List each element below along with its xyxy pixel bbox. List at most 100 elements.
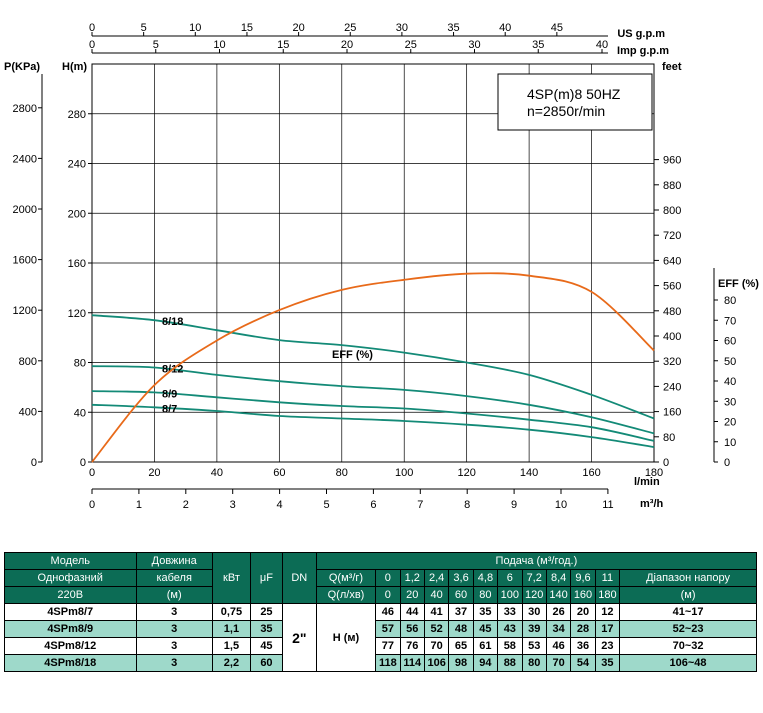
series-label-8-9: 8/9 xyxy=(162,388,177,400)
head-axis-label: H(m) xyxy=(62,61,87,73)
row-range: 70~32 xyxy=(619,637,757,655)
pressure-tick-label: 1600 xyxy=(13,255,37,267)
header-kw: кВт xyxy=(211,552,252,604)
head-m-tick-label: 240 xyxy=(68,159,86,171)
head-m-tick-label: 40 xyxy=(74,407,86,419)
us-gpm-tick-label: 30 xyxy=(396,22,408,34)
head-cell: 39 xyxy=(521,620,547,638)
head-cell: 53 xyxy=(521,637,547,655)
head-m-tick-label: 120 xyxy=(68,308,86,320)
head-cell: 58 xyxy=(497,637,523,655)
eff-tick-label: 40 xyxy=(724,376,736,388)
lmin-tick-label: 20 xyxy=(148,467,160,479)
head-cell: 46 xyxy=(375,603,401,621)
header-voltage: 220В xyxy=(4,586,137,604)
row-model: 4SPm8/7 xyxy=(4,603,137,621)
head-cell: 52 xyxy=(423,620,450,638)
table-header-row: 220В (м) Q(л/хв) 0 20 40 60 80 100 120 1… xyxy=(4,586,757,604)
m3h-axis-label: m³/h xyxy=(640,498,664,510)
head-cell: 46 xyxy=(545,637,572,655)
q-lmin-cell: 100 xyxy=(497,586,523,604)
pressure-kpa-axis: 0 400 800 1200 1600 2000 2400 2800 xyxy=(13,74,43,469)
head-cell: 43 xyxy=(497,620,523,638)
head-m-tick-label: 0 xyxy=(80,457,86,469)
efficiency-axis: 0 10 20 30 40 50 60 70 80 xyxy=(713,268,736,469)
head-feet-axis: 0 80 160 240 320 400 480 560 640 720 800 880 960 xyxy=(654,155,681,469)
m3h-tick-label: 10 xyxy=(555,499,567,511)
imp-gpm-tick-label: 40 xyxy=(596,39,608,51)
pressure-tick-label: 2400 xyxy=(13,153,37,165)
series-line-8-7 xyxy=(91,403,655,448)
q-m3h-cell: 6 xyxy=(497,569,523,587)
q-lmin-cell: 60 xyxy=(448,586,474,604)
table-row: 4SPm8/9 3 1,1 35 57 56 52 48 45 43 39 34… xyxy=(4,620,757,638)
imp-gpm-tick-label: 10 xyxy=(213,39,225,51)
header-uf: μF xyxy=(250,552,283,604)
feet-tick-label: 320 xyxy=(663,356,681,368)
chart-title-box xyxy=(497,73,653,131)
m3h-tick-label: 0 xyxy=(89,499,95,511)
head-cell: 17 xyxy=(594,620,621,638)
head-cell: 48 xyxy=(448,620,474,638)
eff-tick-label: 0 xyxy=(724,457,730,469)
feet-axis-label: feet xyxy=(662,61,682,73)
head-cell: 34 xyxy=(545,620,572,638)
dn-value: 2" xyxy=(281,603,317,672)
m3h-tick-label: 6 xyxy=(370,499,376,511)
q-lmin-cell: 0 xyxy=(375,586,401,604)
imp-gpm-tick-label: 20 xyxy=(341,39,353,51)
m3h-tick-label: 8 xyxy=(464,499,470,511)
us-gpm-axis-label: US g.p.m xyxy=(617,28,665,40)
head-cell: 12 xyxy=(594,603,621,621)
eff-tick-label: 30 xyxy=(724,396,736,408)
series-line-8-18 xyxy=(91,314,655,420)
feet-tick-label: 720 xyxy=(663,230,681,242)
row-range: 106~48 xyxy=(619,654,757,672)
row-kw: 0,75 xyxy=(211,603,252,621)
chart-title: 4SP(m)8 50HZ xyxy=(527,86,621,102)
series-line-8-12 xyxy=(91,365,655,435)
head-cell: 54 xyxy=(570,654,596,672)
eff-tick-label: 80 xyxy=(724,295,736,307)
m3h-tick-label: 3 xyxy=(230,499,236,511)
head-cell: 61 xyxy=(472,637,499,655)
row-kw: 1,5 xyxy=(211,637,252,655)
flow-m3h-axis: 0 1 2 3 4 5 6 7 8 9 10 11 xyxy=(89,488,614,511)
eff-tick-label: 20 xyxy=(724,417,736,429)
feet-tick-label: 480 xyxy=(663,306,681,318)
feet-tick-label: 240 xyxy=(663,381,681,393)
row-kw: 2,2 xyxy=(211,654,252,672)
m3h-tick-label: 4 xyxy=(277,499,283,511)
us-gpm-tick-label: 25 xyxy=(344,22,356,34)
lmin-tick-label: 80 xyxy=(336,467,348,479)
row-kw: 1,1 xyxy=(211,620,252,638)
us-gpm-tick-label: 45 xyxy=(551,22,563,34)
imp-gpm-tick-label: 25 xyxy=(405,39,417,51)
head-cell: 35 xyxy=(472,603,499,621)
series-line-8-9 xyxy=(91,390,655,442)
header-cable-2: кабеля xyxy=(135,569,213,587)
imp-gpm-axis: 0 5 10 15 20 25 30 35 40 xyxy=(89,39,608,54)
head-m-tick-label: 80 xyxy=(74,358,86,370)
lmin-tick-label: 140 xyxy=(520,467,538,479)
row-cable: 3 xyxy=(135,654,213,672)
q-m3h-cell: 7,2 xyxy=(521,569,547,587)
header-range: Діапазон напору xyxy=(619,569,757,587)
q-lmin-cell: 120 xyxy=(521,586,547,604)
series-label-eff: EFF (%) xyxy=(332,349,373,361)
head-cell: 76 xyxy=(399,637,425,655)
q-m3h-cell: 2,4 xyxy=(423,569,450,587)
row-cable: 3 xyxy=(135,620,213,638)
head-cell: 28 xyxy=(570,620,596,638)
pressure-axis-label: P(KPa) xyxy=(4,61,40,73)
eff-axis-label: EFF (%) xyxy=(718,278,759,290)
row-range: 52~23 xyxy=(619,620,757,638)
specification-table: Модель Довжина кВт μF DN Подача (м³/год.… xyxy=(4,552,758,672)
us-gpm-axis: 0 5 10 15 20 25 30 35 40 45 xyxy=(89,22,608,37)
row-cable: 3 xyxy=(135,637,213,655)
table-row: 4SPm8/18 3 2,2 60 118 114 106 98 94 88 8… xyxy=(4,654,757,672)
head-cell: 56 xyxy=(399,620,425,638)
lmin-tick-label: 160 xyxy=(582,467,600,479)
head-cell: 23 xyxy=(594,637,621,655)
us-gpm-tick-label: 40 xyxy=(499,22,511,34)
